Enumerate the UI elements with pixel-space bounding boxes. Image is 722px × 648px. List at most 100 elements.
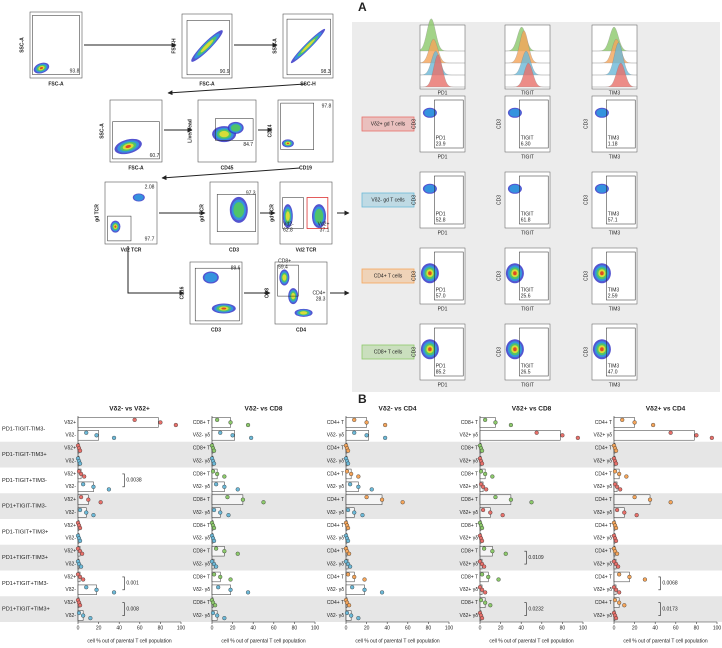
plot-frame [504,95,551,153]
bar-label: Vδ2- γδ [327,484,344,490]
data-point [344,469,350,474]
bar-label: Vδ2+ γδ [594,536,613,542]
bar-label: CD4+ T [327,497,344,503]
x-axis-label: FSC-A [128,165,144,171]
data-point [534,430,539,435]
density [596,184,608,193]
gate-value: 85.2 [436,369,446,375]
significance-bracket [122,576,125,591]
data-point [479,572,485,577]
x-tick-label: 0 [345,625,348,631]
data-point [613,538,619,543]
data-point [91,484,96,489]
bar-label: Vδ2- [65,613,76,619]
group-label: PD1-TIGIT+TIM3+ [2,529,48,535]
density [221,307,227,310]
x-axis-label: TIM3 [609,90,621,96]
gate [194,267,240,322]
data-point [249,435,254,440]
bar-label: Vδ2- γδ [327,510,344,516]
bar-label: Vδ2+ [64,497,76,503]
gate [32,15,80,75]
x-axis-label: TIGIT [521,230,534,236]
data-point [483,417,488,422]
data-point [613,616,619,621]
p-value: 0.0068 [662,581,678,587]
data-point [81,482,86,487]
gate-value: 60.7 [150,153,160,159]
bar-label: CD4+ T [327,523,344,529]
bar [345,494,383,505]
data-point [493,495,498,500]
density [509,184,521,193]
data-point [214,564,219,569]
data-point [480,484,486,489]
bar-label: CD4+ T [327,471,344,477]
density [125,144,131,149]
x-axis-label: CD45 [221,165,234,171]
data-point [86,497,91,502]
bar-label: CD8+ T [461,574,478,580]
p-value: 0.001 [126,581,139,587]
y-axis-label: CD3 [583,347,589,357]
bar-label: Vδ2- [65,484,76,490]
histogram-curve [504,50,550,76]
bar-label: Vδ2- γδ [193,484,210,490]
y-axis-label: SSC-A [272,38,278,54]
bar-label: Vδ2+ γδ [460,433,479,439]
plot-frame [419,247,466,305]
data-point [624,474,629,479]
data-point [647,497,653,502]
data-point [211,461,217,466]
bar-label: Vδ2+ [64,600,76,606]
data-point [479,448,485,453]
chart-title: Vδ2+ vs CD8 [512,406,552,413]
density [424,184,436,193]
y-axis-label: CD3 [496,195,502,205]
data-point [479,461,485,466]
x-tick-label: 20 [364,625,370,631]
density [204,272,218,283]
gate [434,251,464,301]
bar-label: Vδ2- γδ [193,536,210,542]
bar-label: Vδ2- γδ [327,587,344,593]
x-axis-label: TIGIT [521,382,534,388]
x-axis-label: cell % out of parental T cell population [87,638,172,644]
data-point [479,616,485,621]
bar [613,430,695,441]
bar-label: Vδ2- [65,458,76,464]
data-point [479,525,485,531]
x-axis-label: TIM3 [609,306,621,312]
histogram-curve [591,26,637,52]
row-label: Vδ2- gd T cells [371,197,405,203]
x-tick-label: 60 [539,625,545,631]
x-tick-label: 40 [384,625,390,631]
y-axis-label: CD3 [496,271,502,281]
data-point [352,417,357,422]
plot-frame [504,171,551,229]
data-point [613,587,619,592]
data-point [132,417,137,422]
bar-label: Vδ2- [65,510,76,516]
data-point [350,585,355,590]
gate-value: 98.3 [321,69,331,75]
bar-label: CD8+ T [461,523,478,529]
y-axis-label: CD3 [411,195,417,205]
group-label: PD1-TIGIT-TIM3+ [2,452,47,458]
data-point [617,572,622,577]
bar-label: CD4+ T [595,446,612,452]
bar-label: CD8+ T [461,600,478,606]
gate-value: 57.0 [436,293,446,299]
group-band [0,596,722,622]
density [428,271,432,276]
data-point [77,507,83,513]
bar-label: Vδ2+ γδ [460,587,479,593]
gate-value: 93.8 [70,69,80,75]
data-point [240,497,245,502]
row-label: CD8+ T cells [374,349,403,355]
bar-label: CD4+ T [327,574,344,580]
y-axis-label: CD3 [496,119,502,129]
bar [211,417,231,428]
gate [606,175,636,225]
p-value: 0.0173 [662,606,678,612]
